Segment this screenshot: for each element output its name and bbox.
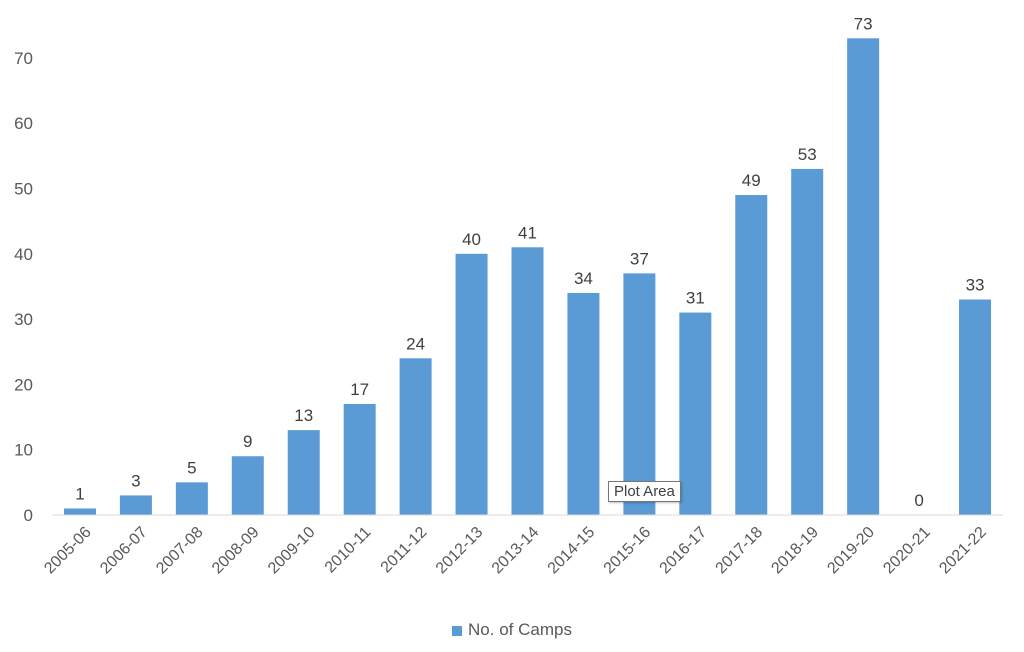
bar [791, 168, 824, 515]
y-axis-ticks: 0 10 20 30 40 50 60 70 [14, 49, 33, 525]
x-tick-label: 2017-18 [713, 524, 767, 578]
bar [175, 482, 208, 515]
legend-swatch [452, 625, 463, 636]
x-tick-label: 2006-07 [97, 524, 151, 578]
data-label: 3 [131, 471, 140, 490]
legend-label: No. of Camps [468, 620, 572, 639]
data-label: 73 [854, 14, 873, 33]
x-tick-label: 2010-11 [322, 524, 375, 577]
bar [119, 495, 152, 515]
data-label: 5 [187, 458, 196, 477]
bar [847, 38, 880, 516]
x-axis-ticks: 2005-06 2006-07 2007-08 2008-09 2009-10 2010-… [41, 524, 990, 578]
y-tick-label: 10 [14, 441, 33, 460]
x-tick-label: 2012-13 [433, 524, 487, 578]
x-tick-label: 2007-08 [153, 524, 207, 578]
x-tick-label: 2013-14 [489, 524, 543, 578]
data-label: 31 [686, 289, 705, 308]
bar [511, 247, 544, 515]
data-label: 1 [75, 484, 84, 503]
data-label: 53 [798, 145, 817, 164]
bar [231, 456, 264, 515]
y-tick-label: 70 [14, 49, 33, 68]
x-tick-label: 2019-20 [824, 524, 878, 578]
data-label: 17 [350, 380, 369, 399]
plot-area-tooltip: Plot Area [608, 481, 681, 502]
y-tick-label: 50 [14, 180, 33, 199]
legend: No. of Camps [0, 620, 1024, 640]
data-label: 13 [294, 406, 313, 425]
bar [735, 195, 768, 515]
bar [343, 403, 376, 515]
data-label: 49 [742, 171, 761, 190]
y-tick-label: 30 [14, 310, 33, 329]
y-tick-label: 20 [14, 375, 33, 394]
bar [567, 292, 600, 515]
bar [455, 253, 488, 516]
data-label: 40 [462, 230, 481, 249]
x-tick-label: 2021-22 [936, 524, 990, 578]
bar [287, 430, 320, 515]
bars [63, 38, 992, 516]
data-label: 9 [243, 432, 252, 451]
data-label: 34 [574, 269, 593, 288]
data-label: 41 [518, 223, 537, 242]
bar [63, 508, 96, 515]
y-tick-label: 40 [14, 245, 33, 264]
data-label: 33 [966, 276, 985, 295]
bar [959, 299, 992, 515]
x-tick-label: 2009-10 [265, 524, 319, 578]
bar [623, 273, 656, 515]
data-label: 37 [630, 249, 649, 268]
x-tick-label: 2011-12 [378, 524, 431, 577]
data-label: 0 [914, 491, 923, 510]
y-tick-label: 60 [14, 114, 33, 133]
y-tick-label: 0 [24, 506, 33, 525]
x-tick-label: 2008-09 [209, 524, 263, 578]
x-tick-label: 2016-17 [657, 524, 711, 578]
x-tick-label: 2018-19 [768, 524, 822, 578]
x-tick-label: 2020-21 [880, 524, 934, 578]
bar [399, 358, 432, 515]
x-tick-label: 2005-06 [41, 524, 95, 578]
bar [679, 312, 712, 515]
x-tick-label: 2015-16 [601, 524, 655, 578]
x-tick-label: 2014-15 [545, 524, 599, 578]
data-label: 24 [406, 334, 425, 353]
